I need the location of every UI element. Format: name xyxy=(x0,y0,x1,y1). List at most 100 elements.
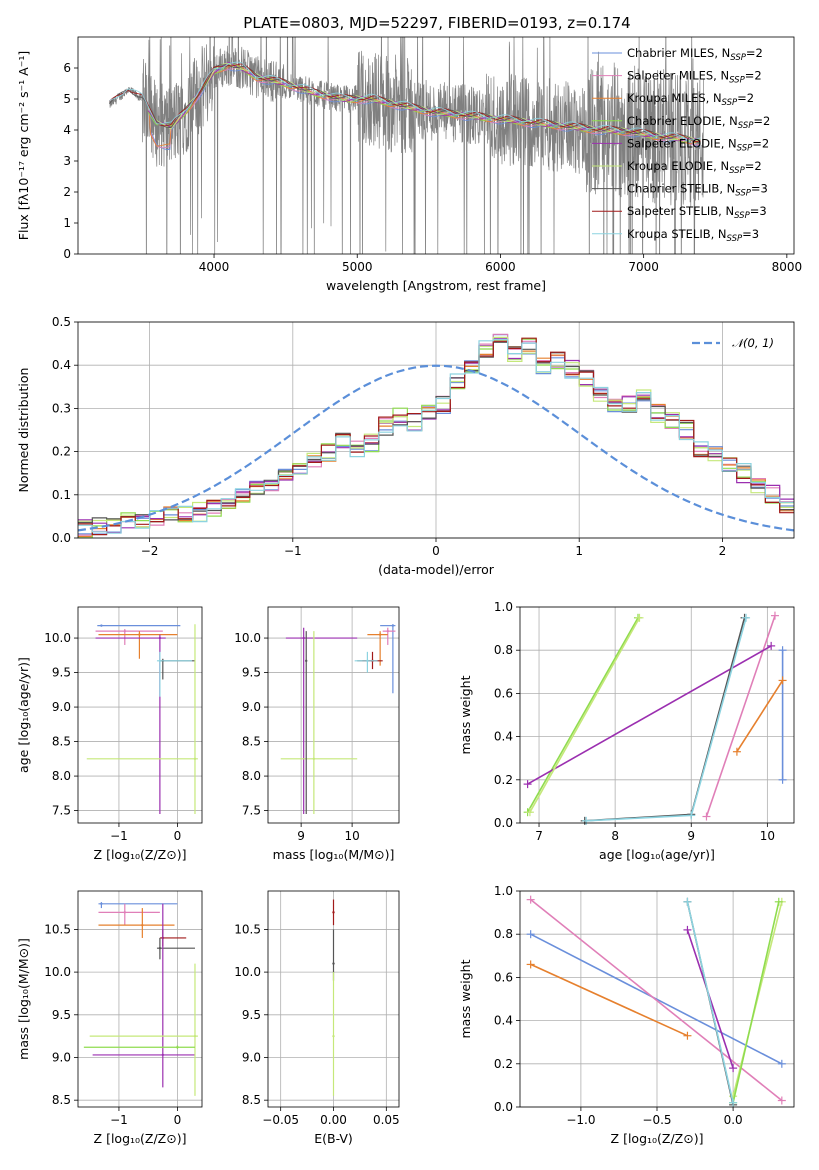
legend-entry: Salpeter MILES, NSSP=2 xyxy=(627,69,762,86)
y-tick-label: 0.8 xyxy=(494,643,513,657)
y-tick-label: 0.2 xyxy=(52,445,71,459)
axes-frame xyxy=(267,890,400,1108)
legend-suffix: =3 xyxy=(751,182,768,196)
y-tick-label: 8.5 xyxy=(242,1093,261,1107)
data-point xyxy=(158,947,162,950)
y-tick-label: 0.0 xyxy=(494,816,513,830)
legend-sub: SSP xyxy=(729,76,745,86)
data-point xyxy=(391,624,395,627)
y-tick-label: 0.5 xyxy=(52,315,71,329)
weight-vs-age-panel: 7 8 9 10 0.0 0.2 0.4 0.6 0.8 1.0 age [log₁₀(age/yr… xyxy=(458,600,795,862)
model-spectrum-line xyxy=(109,63,701,142)
data-point xyxy=(332,962,335,965)
histogram-step-line xyxy=(78,337,794,536)
data-point xyxy=(386,629,389,633)
y-tick-label: 0.2 xyxy=(494,1057,513,1071)
y-tick-label: 0.6 xyxy=(494,686,513,700)
y-tick-label: 7.5 xyxy=(242,804,261,818)
spectrum-legend: Chabrier MILES, NSSP=2 Salpeter MILES, NS… xyxy=(592,46,770,244)
y-tick-label: 9.5 xyxy=(52,1008,71,1022)
y-tick-label: 0.6 xyxy=(494,970,513,984)
legend-label: Kroupa MILES, N xyxy=(627,91,722,105)
legend-entry: Salpeter ELODIE, NSSP=2 xyxy=(627,136,769,153)
legend-sub: SSP xyxy=(727,234,743,244)
data-point xyxy=(158,659,162,663)
data-point xyxy=(100,902,103,906)
legend-sub: SSP xyxy=(738,121,754,131)
y-tick-label: 0.4 xyxy=(494,730,513,744)
series-line xyxy=(736,679,784,753)
age-vs-mass-panel: 9 10 7.5 8.0 8.5 9.0 9.5 10.0 mass [log₁₀(M/M⊙)] xyxy=(234,606,400,862)
x-tick-label: 7 xyxy=(535,829,543,843)
legend-label: Kroupa STELIB, N xyxy=(627,227,727,241)
series-line xyxy=(732,901,780,1103)
legend-entry: Kroupa STELIB, NSSP=3 xyxy=(627,227,759,244)
x-tick-label: −1 xyxy=(110,1113,128,1127)
data-point xyxy=(123,629,126,633)
x-tick-label: 1 xyxy=(575,544,583,558)
x-tick-label: 0 xyxy=(174,1113,182,1127)
x-axis-label: (data-model)/error xyxy=(378,562,495,577)
y-tick-label: 1.0 xyxy=(494,884,513,898)
x-tick-label: 5000 xyxy=(342,260,373,274)
data-point xyxy=(305,659,308,663)
legend-label: Chabrier ELODIE, N xyxy=(627,114,738,128)
x-axis-label: mass [log₁₀(M/M⊙)] xyxy=(273,847,395,862)
series-line xyxy=(586,617,747,822)
y-tick-label: 10.5 xyxy=(44,922,71,936)
legend-suffix: =2 xyxy=(737,91,754,105)
axes-frame xyxy=(267,606,400,824)
data-point xyxy=(138,633,141,636)
y-tick-label: 10.0 xyxy=(44,631,71,645)
legend-suffix: =2 xyxy=(745,159,762,173)
x-tick-label: 0.0 xyxy=(724,1113,743,1127)
y-tick-label: 0.0 xyxy=(494,1100,513,1114)
x-tick-label: 10 xyxy=(344,829,359,843)
x-tick-label: 0.00 xyxy=(320,1113,347,1127)
y-tick-label: 9.5 xyxy=(52,666,71,680)
x-tick-label: 8 xyxy=(611,829,619,843)
data-point xyxy=(158,636,162,640)
legend-suffix: =2 xyxy=(752,136,769,150)
y-tick-label: 9.0 xyxy=(52,700,71,714)
y-axis-label: mass weight xyxy=(458,959,473,1038)
y-tick-label: 0.3 xyxy=(52,401,71,415)
axes-frame xyxy=(77,321,795,539)
y-tick-label: 9.0 xyxy=(52,1050,71,1064)
x-tick-label: 9 xyxy=(687,829,695,843)
legend-entry: Chabrier STELIB, NSSP=3 xyxy=(627,182,768,199)
legend-entry: Chabrier ELODIE, NSSP=2 xyxy=(627,114,770,131)
x-tick-label: 4000 xyxy=(199,260,230,274)
weight-vs-age-plot-area xyxy=(523,611,787,825)
legend-sub: SSP xyxy=(730,53,746,63)
observed-spectrum-line xyxy=(109,37,705,254)
axes-frame xyxy=(519,890,795,1108)
x-tick-label: −1 xyxy=(110,829,128,843)
data-point xyxy=(312,757,316,761)
x-tick-label: −0.05 xyxy=(262,1113,299,1127)
y-tick-label: 3 xyxy=(63,154,71,168)
legend-suffix: =2 xyxy=(753,114,770,128)
x-tick-label: −1.0 xyxy=(566,1113,595,1127)
data-point xyxy=(378,633,382,636)
legend-suffix: =3 xyxy=(750,204,767,218)
mass-vs-EBV-panel: −0.05 0.00 0.05 8.5 9.0 9.5 10.0 10.5 E(B-V) xyxy=(234,890,400,1146)
y-tick-label: 9.5 xyxy=(242,666,261,680)
y-tick-label: 0 xyxy=(63,247,71,261)
residuals-panel: −2 −1 0 1 2 0.0 0.1 0.2 0.3 0.4 0.5 (data-model)/er… xyxy=(16,315,795,577)
legend-entry: Chabrier MILES, NSSP=2 xyxy=(627,46,763,63)
legend-label: Salpeter ELODIE, N xyxy=(627,136,737,150)
y-axis-label: age [log₁₀(age/yr)] xyxy=(16,657,31,773)
y-tick-label: 4 xyxy=(63,123,71,137)
series-line xyxy=(526,617,639,813)
y-tick-label: 2 xyxy=(63,185,71,199)
figure-title: PLATE=0803, MJD=52297, FIBERID=0193, z=0… xyxy=(243,14,630,32)
legend-suffix: =2 xyxy=(746,46,763,60)
data-point xyxy=(332,911,335,914)
y-tick-label: 10.5 xyxy=(234,922,261,936)
x-tick-label: 8000 xyxy=(772,260,803,274)
legend-sub: SSP xyxy=(729,166,745,176)
y-tick-label: 0.8 xyxy=(494,927,513,941)
legend-entry: 𝒩(0, 1) xyxy=(732,336,774,350)
data-point xyxy=(302,636,305,640)
